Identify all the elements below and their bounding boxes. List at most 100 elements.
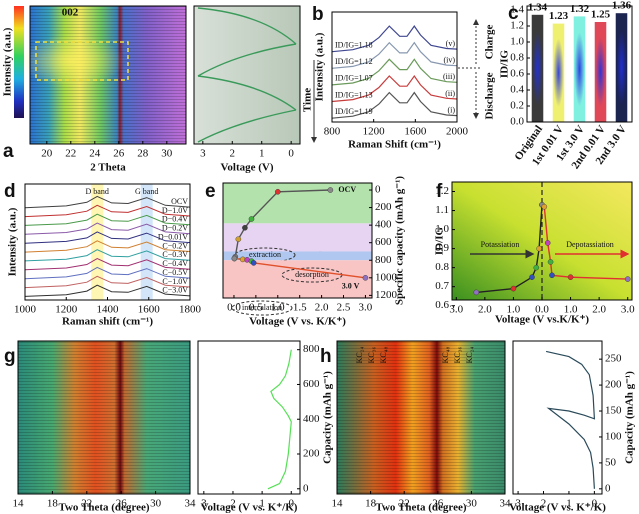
y-tick-label: 1.1 [435, 204, 449, 216]
y-tick-label: 400 [375, 219, 392, 231]
x-tick-label: 800 [324, 126, 341, 138]
x-tick-label: 1.0 [564, 304, 578, 316]
y-tick-label: 600 [375, 236, 392, 248]
y-tick-label: 150 [605, 405, 622, 417]
x-tick-label: 1.0 [507, 304, 521, 316]
series-line [331, 91, 458, 119]
plot-frame [222, 182, 373, 299]
data-point [536, 245, 542, 252]
y-tick-label: 1.2 [510, 20, 524, 32]
series-line [24, 275, 191, 289]
y-tick-label: 1.4 [510, 4, 524, 16]
x-tick-label: 3.0 [621, 304, 635, 316]
x-tick-label: 0 [592, 498, 598, 510]
series-line [24, 249, 191, 262]
y-tick-label: 200 [375, 201, 392, 213]
y-tick-label: 600 [303, 378, 320, 390]
ratio-label: ID/IG=1.18 [335, 40, 373, 49]
series-line [24, 258, 191, 271]
y2-axis-label: Capacity (mAh g⁻¹) [624, 371, 636, 464]
bar-glow [574, 32, 585, 107]
data-point [242, 224, 248, 231]
x-tick-label: 3 [515, 498, 521, 510]
series-line [331, 74, 458, 103]
x-tick-label: 22 [65, 148, 76, 160]
y-tick-label: 0 [303, 482, 309, 494]
x-tick-label: 1000 [14, 304, 37, 316]
data-point [248, 216, 255, 222]
x-axis-label: Raman shift (cm⁻¹) [62, 316, 153, 328]
y-tick-label: 400 [303, 413, 320, 425]
x-tick-label: 26 [116, 498, 128, 510]
annotation: 3.0 V [342, 282, 360, 291]
y2-axis-label: Specific capacity (mAh g⁻¹) [394, 176, 406, 306]
x-tick-label: 2.0 [315, 302, 329, 314]
annotation: Depotassiation [566, 240, 614, 249]
x-tick-label: 2000 [446, 126, 469, 138]
data-point [274, 188, 281, 195]
y-tick-label: 1.0 [435, 223, 449, 235]
value-label: 1.32 [570, 3, 590, 15]
x-tick-label: 24 [89, 148, 101, 160]
series-line [24, 240, 191, 253]
region [223, 183, 372, 224]
y-tick-label: 1.2 [435, 185, 449, 197]
plot-frame [336, 340, 506, 495]
panel-label: d [4, 181, 16, 202]
ratio-label: ID/IG=1.19 [335, 107, 373, 116]
x-axis-label: Raman Shift (cm⁻¹) [348, 139, 441, 151]
series-label: C−0.3V [162, 250, 188, 259]
y-axis-label: Intensity (a.u.) [7, 207, 19, 276]
data-point [547, 259, 554, 265]
series-label: (v) [446, 39, 456, 48]
panel-label: g [4, 346, 16, 367]
peak-label: 002 [62, 7, 79, 19]
x-tick-label: 1 [259, 148, 265, 160]
phase-label: KC₂₄ [355, 346, 364, 363]
direction-label: Discharge [484, 72, 496, 119]
data-point [510, 285, 517, 292]
y-axis-label: ID/IG [499, 50, 511, 79]
phase-label: KC₃₆ [367, 346, 376, 363]
x-tick-label: 1600 [404, 126, 427, 138]
value-label: 1.34 [528, 1, 548, 13]
series-label: C−3.0V [162, 286, 188, 295]
x-tick-label: 30 [466, 498, 478, 510]
series-line [24, 195, 191, 209]
annotation: OCV [338, 185, 356, 194]
x-axis-label: Voltage (V) [220, 162, 273, 174]
ratio-label: ID/IG=1.13 [335, 90, 373, 99]
x-tick-label: 1200 [363, 126, 386, 138]
region [223, 260, 372, 298]
bar-glow [532, 30, 543, 106]
plot-frame [17, 340, 191, 495]
y-tick-label: 50 [605, 456, 617, 468]
phase-label: KC₂₄ [465, 346, 474, 363]
y-tick-label: 0 [605, 482, 611, 494]
direction-label: Charge [484, 24, 496, 59]
x-tick-label: 3 [201, 498, 207, 510]
heatmap-texture [18, 341, 190, 494]
panel-label: a [3, 141, 14, 162]
y-tick-label: 250 [605, 353, 622, 365]
data-point [549, 272, 555, 279]
phase-label: KC₄₈ [441, 346, 450, 363]
plot-frame [331, 11, 458, 123]
x-tick-label: 14 [13, 498, 25, 510]
x-tick-label: 2 [230, 148, 236, 160]
y-tick-label: 0.8 [435, 261, 449, 273]
y-tick-label: 0.4 [510, 84, 524, 96]
y-tick-label: 0.7 [435, 280, 449, 292]
panel-label: h [320, 346, 332, 367]
data-point [567, 274, 574, 280]
series-label: (i) [447, 105, 455, 114]
x-tick-label: 0 [288, 148, 294, 160]
y-axis-label: ID/IG [434, 227, 446, 256]
x-tick-label: 14 [332, 498, 344, 510]
x-tick-label: 1400 [97, 304, 120, 316]
y-tick-label: 1.0 [510, 36, 524, 48]
series-line [331, 58, 458, 86]
colorbar [14, 6, 24, 118]
y-tick-label: 1200 [375, 289, 398, 301]
